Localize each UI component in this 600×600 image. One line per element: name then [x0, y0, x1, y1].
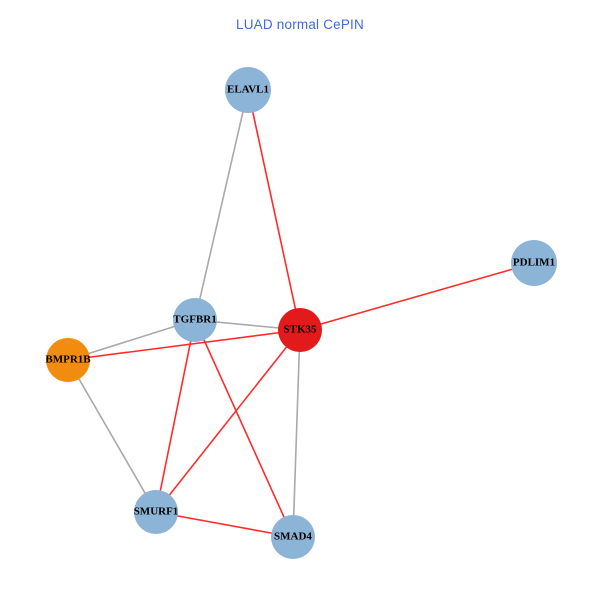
- network-node[interactable]: [225, 67, 271, 113]
- network-node[interactable]: [173, 298, 217, 342]
- network-edge[interactable]: [247, 89, 301, 331]
- network-node[interactable]: [511, 240, 557, 286]
- network-node-label: SMURF1: [134, 506, 179, 518]
- network-edge[interactable]: [67, 329, 301, 361]
- node-layer: [46, 67, 557, 559]
- network-edge[interactable]: [155, 329, 301, 513]
- network-edge[interactable]: [155, 511, 294, 538]
- network-node-label: BMPR1B: [45, 354, 91, 366]
- network-node[interactable]: [278, 308, 322, 352]
- network-node[interactable]: [134, 490, 178, 534]
- network-node-label: PDLIM1: [513, 257, 555, 269]
- network-node[interactable]: [46, 338, 90, 382]
- network-edge[interactable]: [299, 262, 535, 331]
- page-title: LUAD normal CePIN: [236, 17, 364, 32]
- network-node-label: SMAD4: [274, 531, 312, 543]
- network-edge[interactable]: [194, 89, 249, 321]
- network-edge[interactable]: [292, 329, 301, 538]
- network-node-label: TGFBR1: [173, 314, 216, 326]
- edge-layer: [67, 89, 535, 538]
- network-node[interactable]: [271, 515, 315, 559]
- label-layer: ELAVL1 PDLIM1 TGFBR1 STK35 BMPR1B SMURF1 SMAD4: [45, 84, 555, 543]
- network-node-label: STK35: [283, 324, 317, 336]
- network-node-label: ELAVL1: [227, 84, 269, 96]
- network-edge[interactable]: [194, 319, 294, 538]
- network-edge[interactable]: [67, 359, 157, 513]
- network-edge[interactable]: [67, 319, 196, 361]
- network-edge[interactable]: [155, 319, 196, 513]
